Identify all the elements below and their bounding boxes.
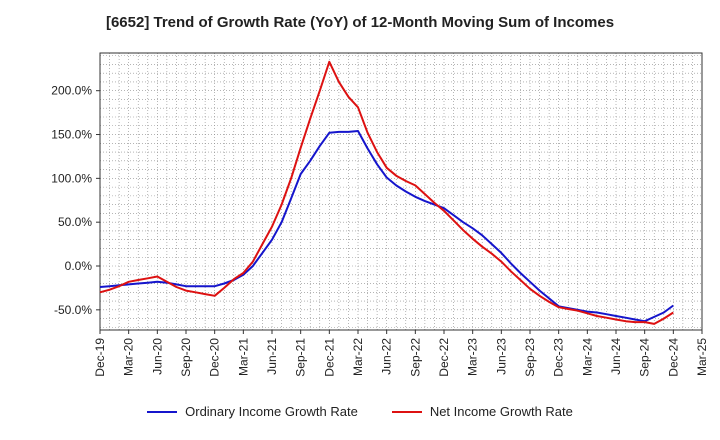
x-tick-label: Sep-22 <box>408 338 422 377</box>
legend-item-net-income: Net Income Growth Rate <box>391 404 573 419</box>
x-tick-label: Sep-24 <box>638 338 652 377</box>
plot-area <box>99 52 703 331</box>
x-tick-label: Mar-25 <box>695 338 709 376</box>
legend: Ordinary Income Growth Rate Net Income G… <box>0 404 720 419</box>
x-tick-label: Sep-23 <box>523 338 537 377</box>
y-tick-label: 50.0% <box>58 215 92 229</box>
x-tick-label: Mar-21 <box>236 338 250 376</box>
legend-swatch-red <box>391 410 422 413</box>
y-tick-label: -50.0% <box>54 303 92 317</box>
x-tick-label: Dec-24 <box>666 338 680 377</box>
gridlines <box>100 53 702 330</box>
x-tick-label: Mar-24 <box>580 338 594 376</box>
x-tick-label: Jun-20 <box>150 338 164 375</box>
x-tick-label: Jun-22 <box>380 338 394 375</box>
x-tick-label: Dec-20 <box>208 338 222 377</box>
x-tick-label: Dec-23 <box>552 338 566 377</box>
legend-swatch-blue <box>147 410 178 413</box>
y-tick-label: 100.0% <box>51 171 92 185</box>
x-tick-label: Sep-21 <box>294 338 308 377</box>
x-tick-label: Jun-23 <box>494 338 508 375</box>
x-axis: Dec-19 Mar-20 Jun-20 Sep-20 Dec-20 Mar-21 Jun-… <box>93 330 709 377</box>
x-tick-label: Dec-21 <box>322 338 336 377</box>
legend-label-net-income: Net Income Growth Rate <box>429 404 573 419</box>
x-tick-label: Mar-22 <box>351 338 365 376</box>
y-tick-label: 150.0% <box>51 128 92 142</box>
legend-item-ordinary-income: Ordinary Income Growth Rate <box>147 404 358 419</box>
y-axis: -50.0% 0.0% 50.0% 100.0% 150.0% 200.0% <box>51 84 100 317</box>
x-tick-label: Dec-22 <box>437 338 451 377</box>
y-tick-label: 200.0% <box>51 84 92 98</box>
x-tick-label: Jun-24 <box>609 338 623 375</box>
x-tick-label: Mar-20 <box>122 338 136 376</box>
series-line-ordinary-income <box>99 130 674 323</box>
series-line-net-income <box>99 60 674 325</box>
x-tick-label: Jun-21 <box>265 338 279 375</box>
legend-label-ordinary-income: Ordinary Income Growth Rate <box>185 404 358 419</box>
x-tick-label: Dec-19 <box>93 338 107 377</box>
series-lines <box>99 60 674 325</box>
y-tick-label: 0.0% <box>65 259 93 273</box>
chart-title: [6652] Trend of Growth Rate (YoY) of 12-… <box>105 14 615 31</box>
x-tick-label: Sep-20 <box>179 338 193 377</box>
x-tick-label: Mar-23 <box>466 338 480 376</box>
